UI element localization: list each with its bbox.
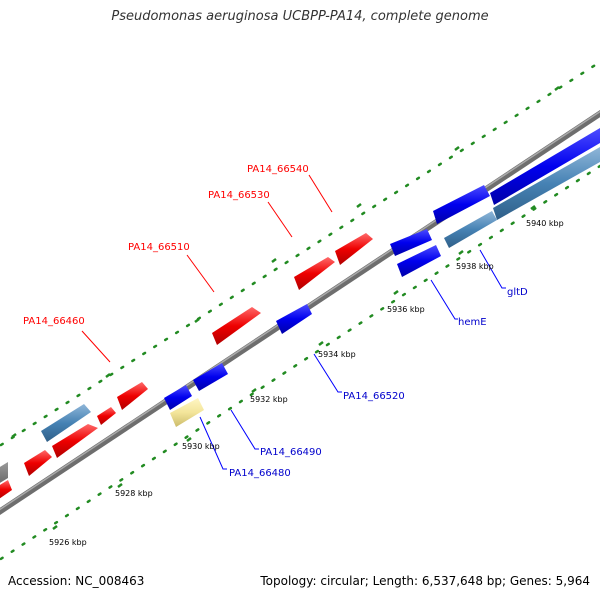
accession-label: Accession: NC_008463 bbox=[8, 574, 145, 588]
gene-red-4[interactable] bbox=[97, 407, 116, 425]
scale-label-5926: 5926 kbp bbox=[49, 538, 87, 547]
outer-major-ticks bbox=[11, 86, 560, 438]
scale-label-5928: 5928 kbp bbox=[115, 489, 153, 498]
genome-summary: Topology: circular; Length: 6,537,648 bp… bbox=[260, 574, 590, 588]
reverse-gene-labels[interactable]: PA14_66480 PA14_66490 PA14_66520 hemE gl… bbox=[229, 287, 528, 479]
gene-steel-left[interactable] bbox=[41, 404, 91, 442]
scale-label-5936: 5936 kbp bbox=[387, 305, 425, 314]
outer-dotted-ring bbox=[0, 60, 600, 448]
gene-red-1[interactable] bbox=[0, 480, 12, 499]
gene-red-6[interactable] bbox=[212, 307, 261, 345]
gene-label-pa14-66480: PA14_66480 bbox=[229, 468, 291, 479]
gene-steel-ring-right[interactable] bbox=[444, 211, 497, 248]
gene-red-2[interactable] bbox=[24, 450, 52, 476]
scale-label-5938: 5938 kbp bbox=[456, 262, 494, 271]
gene-blue-1[interactable] bbox=[164, 385, 192, 410]
gene-label-pa14-66520: PA14_66520 bbox=[343, 391, 405, 402]
gene-label-pa14-66540: PA14_66540 bbox=[247, 164, 309, 175]
inner-dotted-ring bbox=[0, 164, 600, 561]
gene-red-5[interactable] bbox=[117, 382, 148, 410]
scale-label-5930: 5930 kbp bbox=[182, 442, 220, 451]
gene-label-pa14-66460: PA14_66460 bbox=[23, 316, 85, 327]
forward-label-leaders bbox=[81, 174, 333, 363]
gene-label-gltd: gltD bbox=[507, 287, 528, 298]
gene-blue-2[interactable] bbox=[193, 363, 228, 391]
gene-long-forward-right[interactable] bbox=[490, 128, 600, 205]
scale-label-5934: 5934 kbp bbox=[318, 350, 356, 359]
gene-red-8[interactable] bbox=[335, 233, 373, 265]
scale-label-5932: 5932 kbp bbox=[250, 395, 288, 404]
reverse-label-leaders bbox=[199, 249, 506, 470]
map-title: Pseudomonas aeruginosa UCBPP-PA14, compl… bbox=[111, 9, 489, 24]
gene-yellow-hypothetical[interactable] bbox=[170, 398, 204, 427]
scale-label-5940: 5940 kbp bbox=[526, 219, 564, 228]
gene-blue-3[interactable] bbox=[276, 304, 312, 334]
gene-label-heme: hemE bbox=[458, 317, 487, 328]
gene-label-pa14-66530: PA14_66530 bbox=[208, 190, 270, 201]
gene-blue-4[interactable] bbox=[390, 229, 432, 256]
inner-major-ticks bbox=[52, 205, 536, 530]
gene-red-3[interactable] bbox=[52, 424, 98, 458]
gene-blue-6[interactable] bbox=[433, 185, 490, 224]
gene-blue-5[interactable] bbox=[397, 245, 441, 277]
gene-red-7[interactable] bbox=[294, 257, 335, 290]
gene-label-pa14-66490: PA14_66490 bbox=[260, 447, 322, 458]
gene-label-pa14-66510: PA14_66510 bbox=[128, 242, 190, 253]
forward-gene-labels[interactable]: PA14_66460 PA14_66510 PA14_66530 PA14_66… bbox=[23, 164, 309, 327]
gene-gray-left[interactable] bbox=[0, 462, 8, 486]
scale-labels: 5926 kbp 5928 kbp 5930 kbp 5932 kbp 5934… bbox=[49, 219, 564, 547]
gene-long-steel-right[interactable] bbox=[493, 147, 600, 220]
